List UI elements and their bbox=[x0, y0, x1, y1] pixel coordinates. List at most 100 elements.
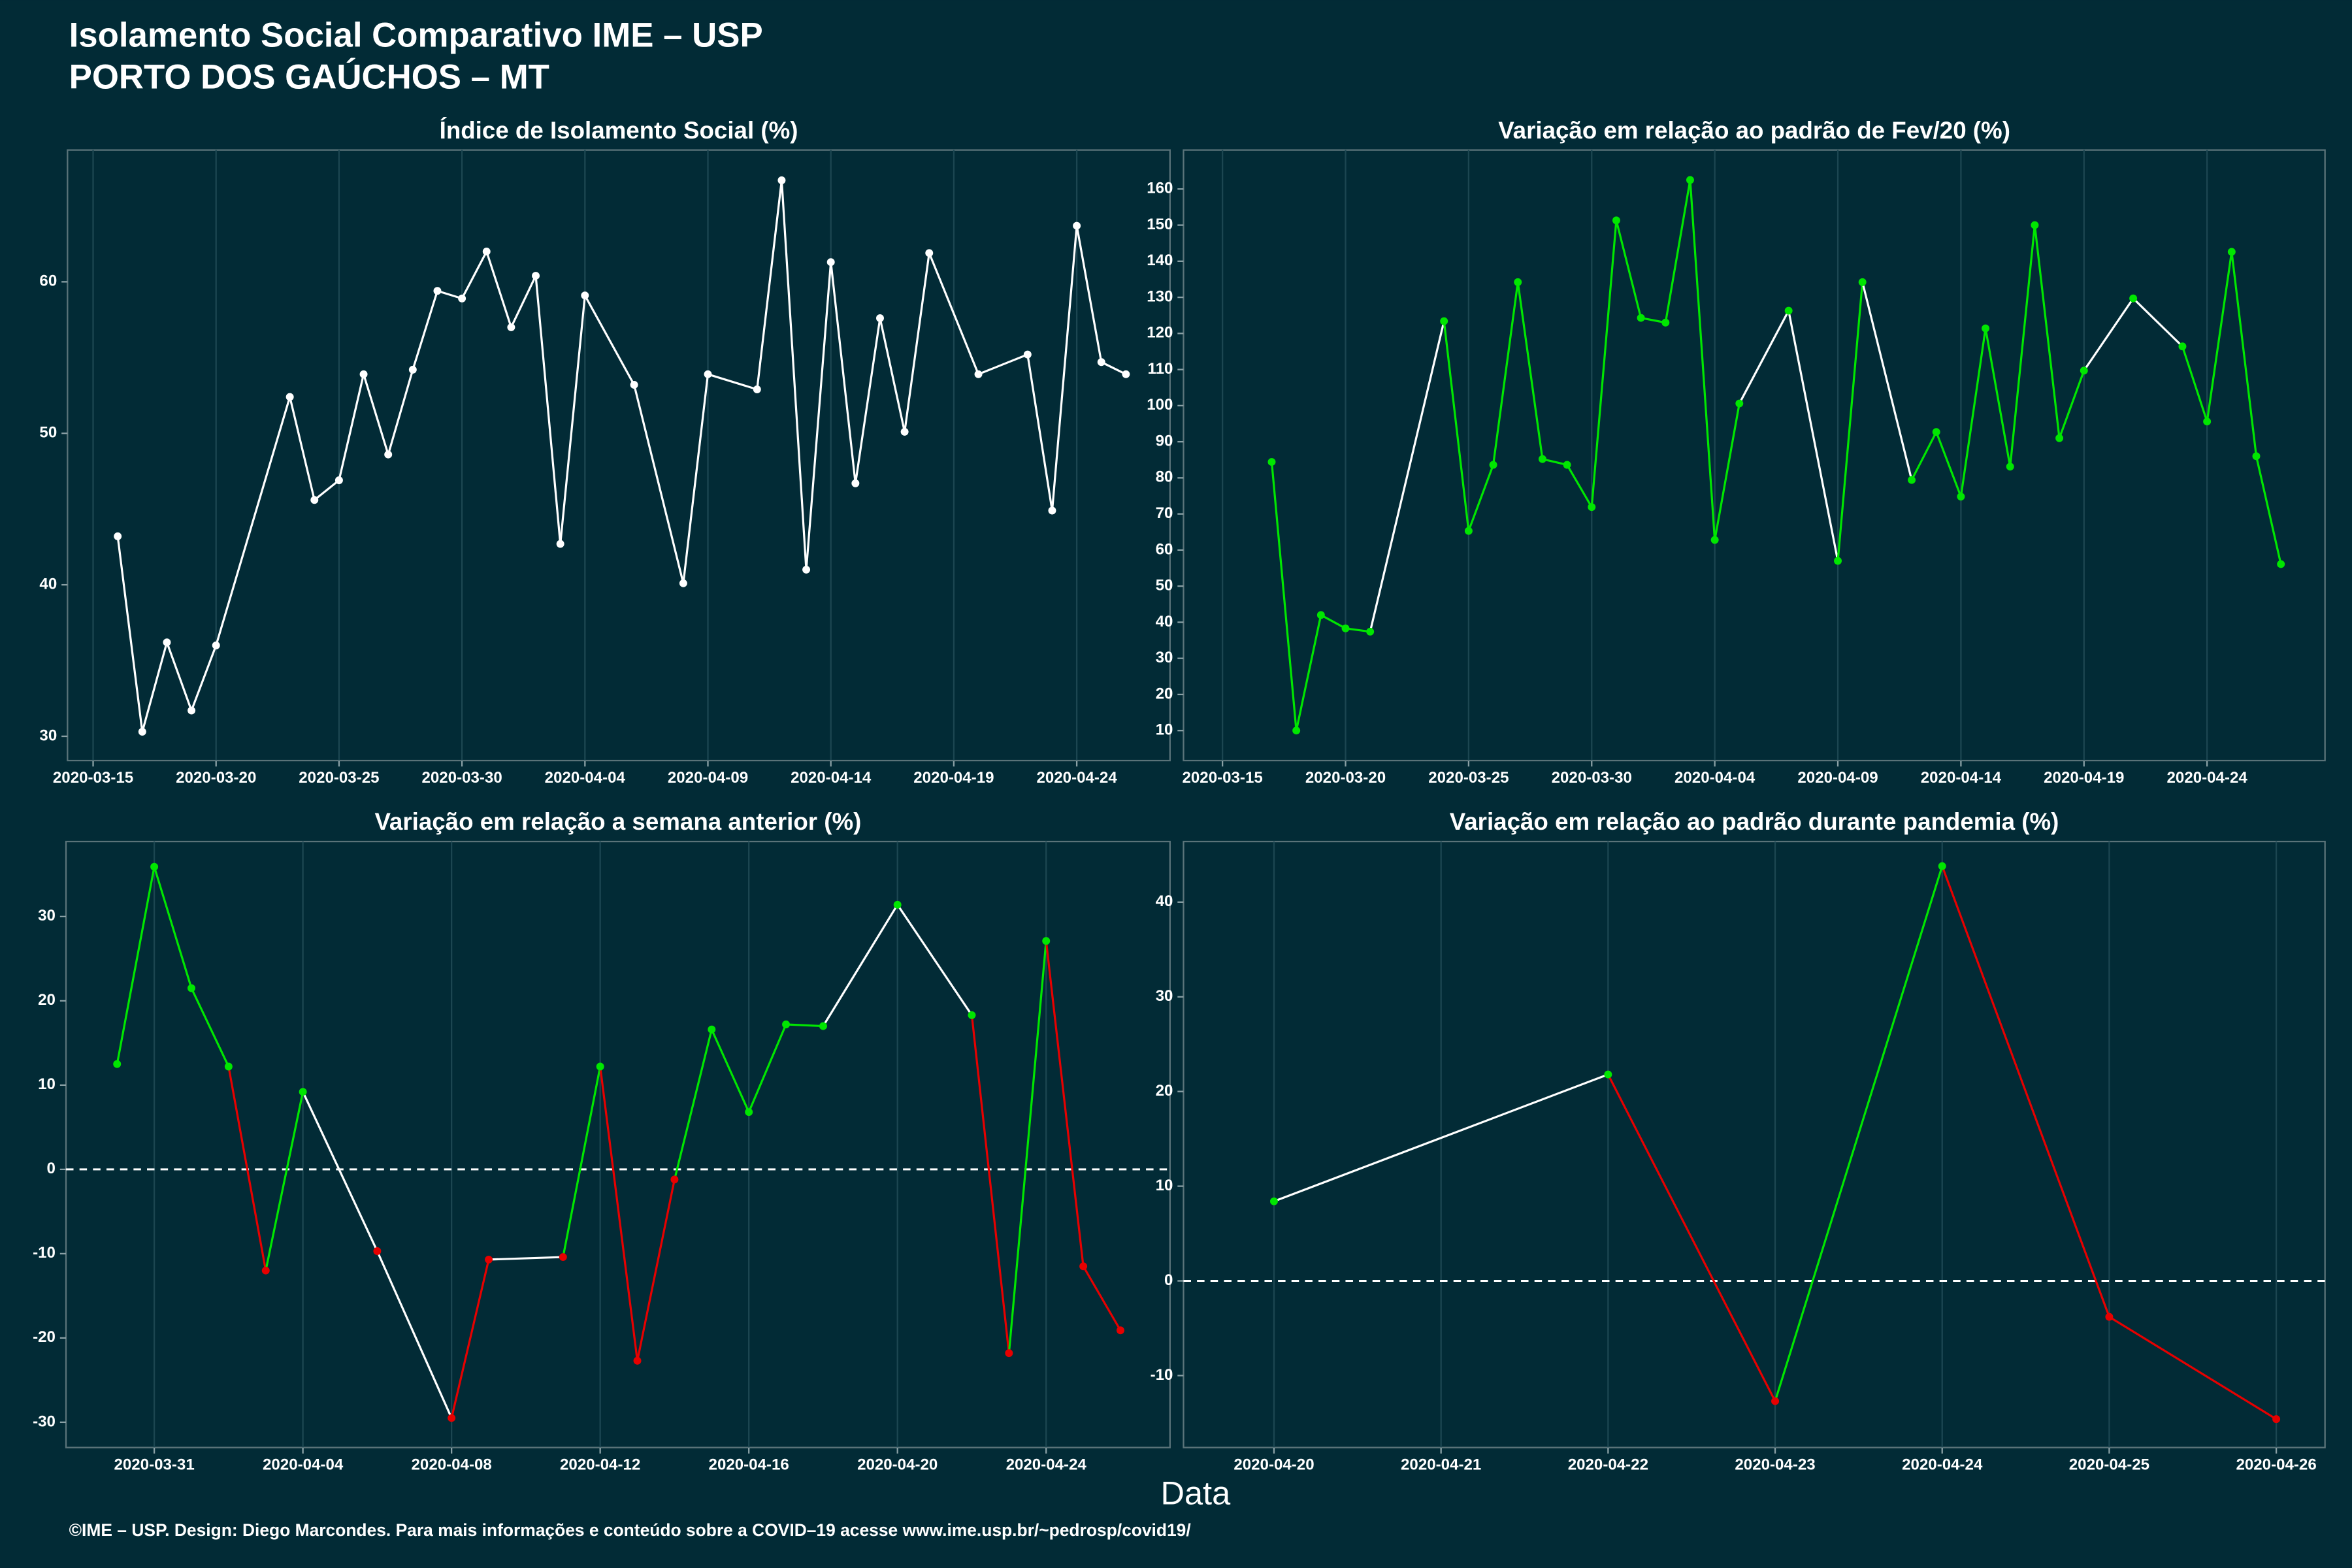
line-segment bbox=[708, 373, 758, 391]
line-segment bbox=[977, 353, 1028, 376]
line-segment bbox=[314, 479, 340, 501]
panel-title: Variação em relação a semana anterior (%… bbox=[374, 808, 861, 835]
line-segment bbox=[1273, 1073, 1609, 1203]
line-segment bbox=[2108, 1316, 2277, 1420]
line-segment bbox=[153, 866, 193, 988]
line-segment bbox=[1941, 866, 2110, 1318]
line-segment bbox=[1516, 282, 1544, 459]
point bbox=[1042, 937, 1051, 945]
plot-area bbox=[1183, 840, 2326, 1448]
point bbox=[1735, 399, 1744, 408]
line-segment bbox=[1861, 282, 1913, 481]
point bbox=[876, 314, 884, 322]
point bbox=[1661, 318, 1670, 327]
y-tick-label: 10 bbox=[1156, 721, 1173, 739]
x-tick-label: 2020-04-23 bbox=[1735, 1456, 1815, 1474]
x-tick-label: 2020-04-16 bbox=[709, 1456, 789, 1474]
point bbox=[507, 323, 515, 331]
y-tick-label: 0 bbox=[47, 1160, 56, 1177]
line-segment bbox=[141, 642, 168, 732]
line-segment bbox=[830, 262, 857, 483]
line-segment bbox=[1542, 458, 1567, 466]
point bbox=[782, 1021, 791, 1028]
point bbox=[114, 532, 122, 540]
point bbox=[299, 1088, 307, 1096]
line-segment bbox=[1641, 317, 1666, 324]
point bbox=[1267, 458, 1276, 466]
point bbox=[745, 1108, 753, 1117]
point bbox=[188, 984, 195, 992]
line-segment bbox=[1664, 180, 1691, 323]
line-segment bbox=[928, 252, 980, 375]
x-tick-label: 2020-04-26 bbox=[2236, 1456, 2316, 1474]
line-segment bbox=[1689, 180, 1716, 540]
x-tick-label: 2020-03-25 bbox=[1428, 769, 1509, 787]
line-segment bbox=[2230, 252, 2258, 457]
point bbox=[433, 287, 442, 295]
point bbox=[2080, 367, 2088, 375]
line-segment bbox=[805, 262, 832, 570]
line-segment bbox=[289, 397, 316, 500]
point bbox=[2031, 221, 2039, 229]
point bbox=[1440, 317, 1448, 325]
point bbox=[448, 1414, 456, 1422]
line-segment bbox=[1837, 282, 1864, 561]
y-tick-label: 10 bbox=[38, 1075, 56, 1093]
point bbox=[1023, 350, 1032, 359]
line-segment bbox=[116, 866, 155, 1064]
point bbox=[1366, 627, 1375, 636]
line-segment bbox=[190, 645, 218, 711]
line-segment bbox=[534, 275, 562, 544]
point bbox=[1604, 1070, 1612, 1079]
point bbox=[581, 291, 589, 300]
line-segment bbox=[1492, 282, 1519, 465]
line-segment bbox=[437, 289, 463, 300]
line-segment bbox=[1738, 310, 1790, 404]
x-tick-label: 2020-03-30 bbox=[421, 769, 502, 787]
y-tick-label: 30 bbox=[38, 907, 56, 924]
point bbox=[1341, 624, 1350, 632]
y-tick-label: 40 bbox=[1156, 892, 1173, 910]
point bbox=[1538, 455, 1546, 463]
point bbox=[532, 272, 540, 280]
x-tick-label: 2020-03-25 bbox=[299, 769, 379, 787]
y-tick-label: 30 bbox=[1156, 649, 1173, 666]
point bbox=[2178, 342, 2187, 351]
point bbox=[1938, 862, 1946, 870]
y-tick-label: 30 bbox=[39, 727, 57, 744]
y-tick-label: -20 bbox=[33, 1328, 56, 1346]
point bbox=[1771, 1397, 1780, 1405]
line-segment bbox=[1082, 1266, 1122, 1331]
point bbox=[1563, 461, 1571, 469]
line-segment bbox=[461, 251, 488, 299]
line-segment bbox=[510, 275, 537, 328]
line-segment bbox=[302, 1091, 378, 1252]
y-tick-label: 30 bbox=[1156, 987, 1173, 1005]
line-segment bbox=[116, 536, 144, 732]
x-tick-label: 2020-04-20 bbox=[857, 1456, 938, 1474]
point bbox=[286, 393, 294, 401]
line-segment bbox=[165, 642, 193, 711]
line-segment bbox=[488, 1256, 563, 1261]
line-segment bbox=[747, 1024, 787, 1113]
x-tick-label: 2020-04-04 bbox=[1674, 769, 1756, 787]
point bbox=[633, 1356, 642, 1365]
line-segment bbox=[2181, 346, 2208, 422]
line-segment bbox=[780, 180, 808, 570]
line-segment bbox=[2132, 297, 2183, 348]
line-segment bbox=[1959, 328, 1987, 497]
point bbox=[188, 706, 196, 715]
point bbox=[630, 381, 638, 389]
line-segment bbox=[1007, 941, 1047, 1354]
line-segment bbox=[1295, 615, 1322, 731]
point bbox=[559, 1253, 567, 1262]
y-tick-label: 50 bbox=[1156, 577, 1173, 595]
point bbox=[1957, 493, 1965, 501]
x-tick-label: 2020-04-24 bbox=[2167, 769, 2248, 787]
point bbox=[310, 496, 319, 504]
point bbox=[802, 565, 811, 574]
panel-title: Variação em relação ao padrão durante pa… bbox=[1450, 808, 2059, 835]
line-segment bbox=[633, 384, 685, 584]
x-tick-label: 2020-04-19 bbox=[2044, 769, 2124, 787]
